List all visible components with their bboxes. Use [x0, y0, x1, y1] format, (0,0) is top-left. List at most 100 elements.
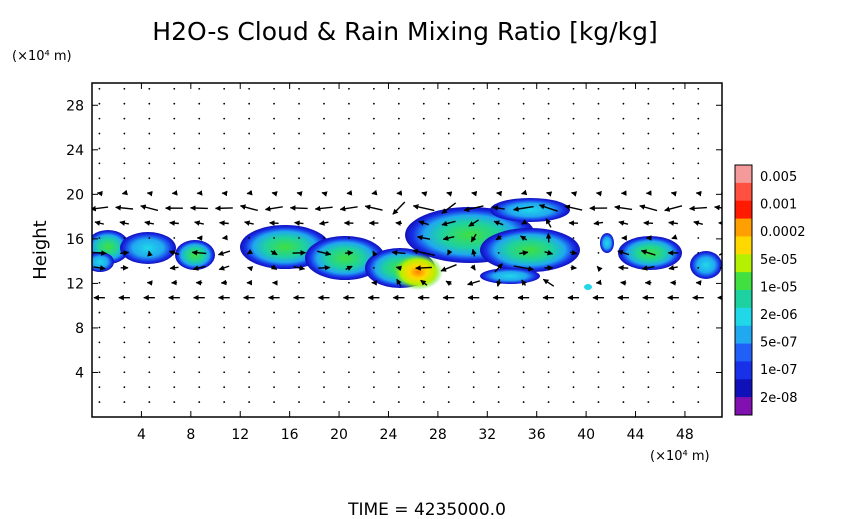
- wind-vector: [397, 356, 400, 359]
- wind-vector: [148, 132, 151, 135]
- wind-vector: [348, 356, 350, 359]
- wind-vector: [472, 162, 475, 165]
- wind-vector: [218, 265, 230, 271]
- wind-vector: [597, 356, 600, 359]
- wind-vector: [298, 87, 300, 90]
- wind-vector: [595, 190, 602, 197]
- wind-vector: [547, 326, 550, 329]
- wind-vector: [672, 117, 675, 120]
- wind-vector: [123, 311, 126, 314]
- wind-vector: [647, 386, 650, 389]
- wind-vector: [697, 356, 700, 359]
- wind-vector: [273, 102, 275, 105]
- wind-vector: [570, 191, 578, 197]
- wind-vector: [622, 401, 625, 403]
- wind-vector: [547, 132, 550, 135]
- wind-vector: [622, 87, 625, 90]
- y-axis-label: Height: [30, 220, 51, 280]
- wind-vector: [618, 265, 629, 271]
- x-tick-label: 12: [231, 427, 249, 443]
- wind-vector: [522, 177, 525, 180]
- wind-vector: [148, 401, 151, 403]
- wind-vector: [246, 189, 253, 196]
- wind-vector: [198, 132, 201, 135]
- wind-vector: [447, 177, 450, 180]
- wind-vector: [98, 162, 101, 165]
- wind-vector: [395, 220, 402, 227]
- wind-vector: [98, 326, 101, 329]
- colorbar-swatch: [735, 379, 752, 398]
- wind-vector: [519, 250, 529, 256]
- x-tick-label: 36: [528, 427, 546, 443]
- wind-vector: [323, 147, 325, 150]
- wind-vector: [372, 102, 375, 105]
- wind-vector: [497, 371, 500, 374]
- wind-vector: [522, 356, 525, 359]
- wind-vector: [446, 249, 453, 256]
- wind-vector: [647, 341, 650, 344]
- wind-vector: [98, 147, 101, 150]
- wind-vector: [191, 249, 207, 256]
- wind-vector: [647, 401, 650, 403]
- wind-vector: [672, 356, 675, 359]
- wind-vector: [173, 117, 176, 120]
- colorbar-swatch: [735, 236, 752, 255]
- wind-vector: [422, 162, 425, 165]
- wind-vector: [123, 162, 126, 165]
- wind-vector: [248, 386, 251, 389]
- wind-vector: [522, 326, 525, 329]
- colorbar-swatch: [735, 397, 752, 416]
- wind-vector: [492, 205, 505, 211]
- wind-vector: [372, 326, 375, 329]
- wind-vector: [92, 250, 107, 256]
- wind-vector: [672, 102, 675, 105]
- wind-vector: [123, 177, 126, 180]
- wind-vector: [497, 147, 500, 150]
- wind-vector: [593, 220, 604, 226]
- colorbar-label: 0.005: [760, 170, 797, 185]
- chart-title: H2O-s Cloud & Rain Mixing Ratio [kg/kg]: [152, 17, 657, 46]
- wind-vector: [672, 401, 675, 403]
- wind-vector: [546, 191, 553, 197]
- wind-vector: [298, 177, 300, 180]
- wind-vector: [223, 87, 226, 90]
- wind-vector: [372, 386, 375, 389]
- wind-vector: [372, 162, 375, 165]
- wind-vector: [420, 279, 428, 286]
- wind-vector: [298, 281, 300, 284]
- wind-vector: [348, 326, 350, 329]
- wind-vector: [346, 190, 353, 196]
- wind-vector: [522, 386, 525, 389]
- y-tick-label: 8: [75, 321, 84, 337]
- wind-vector: [496, 278, 502, 287]
- wind-vector: [522, 162, 525, 165]
- wind-vector: [447, 87, 450, 90]
- colorbar-label: 2e-08: [760, 391, 798, 406]
- wind-vector: [123, 237, 126, 239]
- wind-vector: [273, 147, 275, 150]
- wind-vector: [497, 162, 500, 165]
- wind-vector: [472, 356, 475, 359]
- wind-vector: [472, 102, 475, 105]
- wind-vector: [345, 250, 354, 256]
- wind-vector: [447, 386, 450, 389]
- wind-vector: [273, 237, 275, 239]
- colorbar-frame: [734, 164, 753, 416]
- wind-vector: [348, 371, 350, 374]
- wind-vector: [697, 132, 700, 135]
- colorbar-label: 5e-07: [760, 336, 798, 351]
- cloud-region: [92, 252, 114, 272]
- wind-vector: [148, 356, 151, 359]
- wind-vector: [668, 264, 678, 271]
- wind-vector: [239, 204, 258, 212]
- wind-vector: [248, 162, 251, 165]
- wind-vector: [697, 147, 700, 150]
- wind-vector: [572, 147, 575, 150]
- wind-vector: [298, 326, 300, 329]
- wind-vector: [173, 237, 176, 239]
- wind-vector: [497, 356, 500, 359]
- wind-vector: [270, 249, 278, 256]
- colorbar-swatch: [735, 254, 752, 273]
- wind-vector: [173, 311, 176, 314]
- wind-vector: [219, 220, 229, 226]
